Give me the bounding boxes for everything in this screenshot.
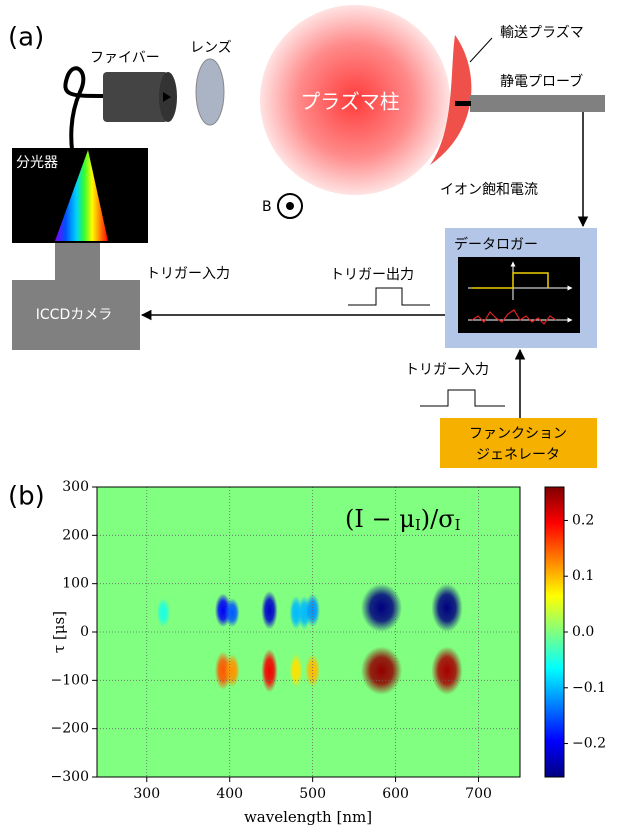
- heatmap-feature: [225, 654, 240, 688]
- generator-label: ジェネレータ: [476, 447, 560, 463]
- transport-label: 輸送プラズマ: [500, 25, 584, 41]
- pulse: [348, 288, 430, 305]
- fiber-label: ファイバー: [90, 50, 160, 66]
- trigger-in-camera: トリガー入力: [146, 266, 230, 282]
- heatmap-feature: [431, 584, 462, 632]
- heatmap-feature: [225, 598, 240, 627]
- probe: [470, 95, 605, 112]
- y-tick-label: 200: [62, 527, 89, 543]
- heatmap-feature: [290, 654, 303, 688]
- colorbar-tick-label: 0.2: [572, 512, 594, 528]
- generator-label: ファンクション: [469, 426, 567, 442]
- camera-label: ICCDカメラ: [36, 307, 112, 323]
- x-tick-label: 700: [465, 786, 492, 802]
- colorbar: [545, 487, 564, 777]
- lens: [196, 59, 224, 125]
- b-label: B: [262, 199, 272, 215]
- heatmap: 300 400 500 600 700 −300 −200 −100 0 100 200 300 −0.…: [51, 479, 606, 802]
- y-tick-label: −300: [51, 769, 89, 785]
- y-tick-label: 0: [80, 624, 89, 640]
- trigger-in-logger: トリガー入力: [405, 362, 489, 378]
- y-tick-label: −100: [51, 672, 89, 688]
- leader-line: [470, 38, 492, 62]
- heatmap-feature: [261, 591, 277, 630]
- x-tick-label: 300: [133, 786, 160, 802]
- fiber-cable: [65, 68, 103, 150]
- figure: (a) ファイバー レンズ 分光器 ICCDカメラ プラズマ柱 輸送プラズマ 静…: [0, 0, 620, 832]
- y-tick-label: 100: [62, 576, 89, 592]
- plasma-label: プラズマ柱: [300, 90, 400, 114]
- current-label: イオン飽和電流: [440, 181, 538, 198]
- pulse: [420, 390, 505, 406]
- x-tick-label: 500: [299, 786, 326, 802]
- spectrometer-label: 分光器: [16, 155, 58, 171]
- lens-label: レンズ: [190, 40, 232, 56]
- heatmap-feature: [261, 649, 277, 693]
- y-tick-label: −200: [51, 721, 89, 737]
- annotation-sub: I: [455, 516, 461, 534]
- annotation-part: )/σ: [421, 505, 455, 533]
- camera-neck: [55, 243, 100, 281]
- y-tick-label: 300: [62, 479, 89, 495]
- colorbar-tick-label: 0.1: [572, 568, 594, 584]
- logger-label: データロガー: [454, 236, 538, 253]
- annotation: (I − μI)/σI: [345, 505, 461, 535]
- x-tick-label: 600: [382, 786, 409, 802]
- trigger-out: トリガー出力: [330, 267, 414, 283]
- b-dot: [286, 202, 294, 210]
- colorbar-tick-label: −0.2: [572, 736, 606, 752]
- annotation-part: (I − μ: [345, 505, 415, 533]
- page: (a) ファイバー レンズ 分光器 ICCDカメラ プラズマ柱 輸送プラズマ 静…: [0, 0, 620, 832]
- probe-tip: [455, 101, 471, 106]
- x-tick-label: 400: [216, 786, 243, 802]
- probe-label: 静電プローブ: [500, 73, 583, 90]
- x-axis-label: wavelength [nm]: [244, 808, 372, 826]
- panel-label: (a): [8, 23, 44, 53]
- colorbar-tick-label: −0.1: [572, 680, 606, 696]
- y-axis-label: τ [μs]: [50, 611, 68, 653]
- heatmap-feature: [157, 598, 170, 627]
- logger-screen: [458, 257, 580, 333]
- panel-label: (b): [8, 482, 45, 512]
- heatmap-feature: [431, 647, 462, 695]
- colorbar-tick-label: 0.0: [572, 624, 594, 640]
- fiber-connector: [103, 72, 168, 122]
